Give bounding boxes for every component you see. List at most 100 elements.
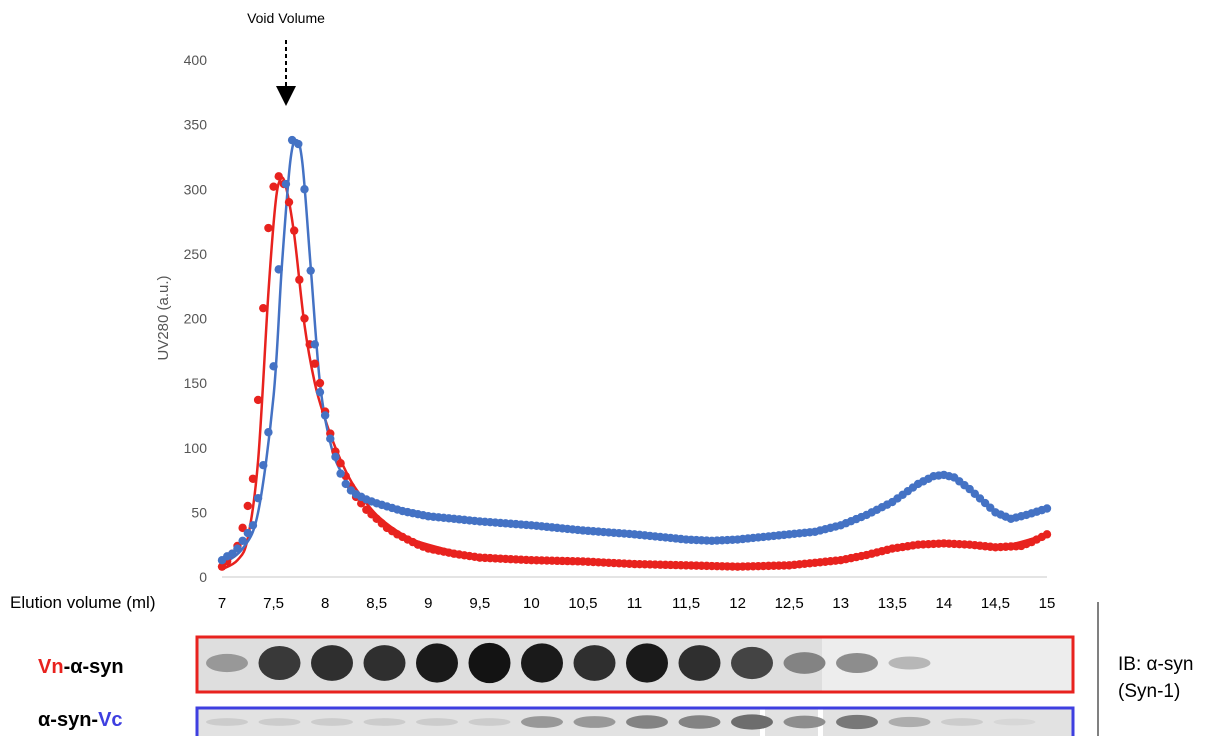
data-point-blue xyxy=(294,139,303,149)
blot-band xyxy=(626,715,668,729)
data-point-blue xyxy=(336,469,345,478)
data-point-blue xyxy=(274,265,283,274)
x-tick-labels: 7 7,5 8 8,5 9 9,5 10 10,5 11 11,5 12 12,5 13 13,5 14 14… xyxy=(218,595,1056,612)
blot-band xyxy=(363,645,406,681)
blot-band xyxy=(206,653,248,673)
data-point-blue xyxy=(306,266,315,275)
ib-label-line1: IB: α-syn xyxy=(1118,654,1194,675)
blot-band xyxy=(521,643,563,683)
x-tick-label: 9 xyxy=(424,595,432,612)
y-tick-label: 50 xyxy=(191,504,207,520)
data-point-blue xyxy=(1042,504,1052,513)
data-point-red xyxy=(238,523,247,533)
data-point-red xyxy=(264,223,273,233)
data-point-red xyxy=(315,378,325,388)
blot-band xyxy=(573,645,616,681)
blot-band xyxy=(416,718,458,726)
x-tick-label: 8 xyxy=(321,595,329,612)
x-tick-label: 10 xyxy=(523,595,540,612)
row-label-red: Vn-α-syn xyxy=(38,656,124,679)
blot-band xyxy=(468,642,511,684)
data-point-blue xyxy=(238,536,247,546)
data-point-blue xyxy=(341,479,350,489)
row-label-blue-suffix: Vc xyxy=(98,709,123,731)
blot-band xyxy=(678,645,721,681)
y-axis-label: UV280 (a.u.) xyxy=(155,275,172,360)
blot-band xyxy=(941,718,983,726)
data-point-blue xyxy=(259,460,268,470)
data-point-blue xyxy=(331,452,340,461)
fit-curve-blue xyxy=(221,138,1048,566)
data-point-red xyxy=(310,359,320,368)
y-tick-label: 100 xyxy=(184,440,208,456)
blot-band xyxy=(836,653,878,673)
y-tick-labels: 0 50 100 150 200 250 300 350 400 xyxy=(184,52,208,585)
row-label-blue: α-syn-Vc xyxy=(38,709,123,732)
blot-band xyxy=(888,716,931,728)
x-tick-label: 10,5 xyxy=(568,595,597,612)
x-tick-label: 14 xyxy=(936,595,953,612)
data-points xyxy=(217,135,1052,571)
blot-band xyxy=(311,645,353,681)
blot-band xyxy=(731,646,773,680)
row-label-red-prefix: Vn xyxy=(38,656,64,678)
x-tick-label: 12 xyxy=(729,595,746,612)
data-point-red xyxy=(243,501,252,511)
blot-red-frame xyxy=(195,635,1075,694)
data-point-blue xyxy=(326,434,335,443)
data-point-red xyxy=(295,275,304,284)
x-tick-label: 11,5 xyxy=(672,595,700,612)
y-tick-label: 150 xyxy=(184,375,208,391)
y-tick-label: 250 xyxy=(184,246,208,262)
x-tick-label: 7 xyxy=(218,595,226,612)
y-tick-label: 400 xyxy=(184,52,208,68)
blot-band xyxy=(678,715,721,729)
blot-band xyxy=(731,714,773,730)
y-tick-label: 200 xyxy=(184,311,208,327)
blot-band xyxy=(311,718,353,726)
blot-band xyxy=(573,716,616,728)
blot-band xyxy=(993,718,1036,726)
y-tick-label: 300 xyxy=(184,181,208,197)
blot-band xyxy=(258,646,301,680)
data-point-blue xyxy=(310,340,320,349)
blot-band xyxy=(206,718,248,726)
row-label-blue-prefix: α-syn- xyxy=(38,709,99,731)
data-point-blue xyxy=(315,387,325,397)
blot-band xyxy=(888,656,931,670)
data-point-red xyxy=(300,314,309,323)
data-point-blue xyxy=(253,493,263,503)
data-point-blue xyxy=(264,428,273,437)
x-tick-label: 15 xyxy=(1039,595,1056,612)
data-point-blue xyxy=(281,179,291,189)
x-axis-label: Elution volume (ml) xyxy=(10,593,156,612)
blot-band xyxy=(521,716,563,728)
x-tick-label: 7,5 xyxy=(263,595,284,612)
data-point-blue xyxy=(233,544,242,553)
x-tick-label: 8,5 xyxy=(366,595,387,612)
blot-band xyxy=(468,718,511,726)
data-point-red xyxy=(336,459,345,468)
data-point-red xyxy=(1042,530,1052,539)
x-tick-label: 13,5 xyxy=(878,595,907,612)
x-tick-label: 13 xyxy=(832,595,849,612)
x-tick-label: 14,5 xyxy=(981,595,1010,612)
fit-curve-red xyxy=(221,176,1048,571)
x-tick-label: 12,5 xyxy=(775,595,804,612)
blot-band xyxy=(626,643,668,683)
x-tick-label: 11 xyxy=(627,595,643,612)
blot-band xyxy=(258,718,301,726)
data-point-red xyxy=(269,182,278,191)
y-tick-label: 350 xyxy=(184,117,208,133)
data-point-blue xyxy=(228,549,237,558)
fit-curves xyxy=(221,138,1048,571)
row-label-red-suffix: -α-syn xyxy=(63,656,124,678)
data-point-red xyxy=(284,197,294,207)
blot-band xyxy=(416,643,458,683)
data-point-red xyxy=(253,395,263,405)
data-point-blue xyxy=(287,135,297,145)
data-point-red xyxy=(259,303,268,313)
blot-band xyxy=(836,714,878,730)
data-point-red xyxy=(248,474,258,483)
